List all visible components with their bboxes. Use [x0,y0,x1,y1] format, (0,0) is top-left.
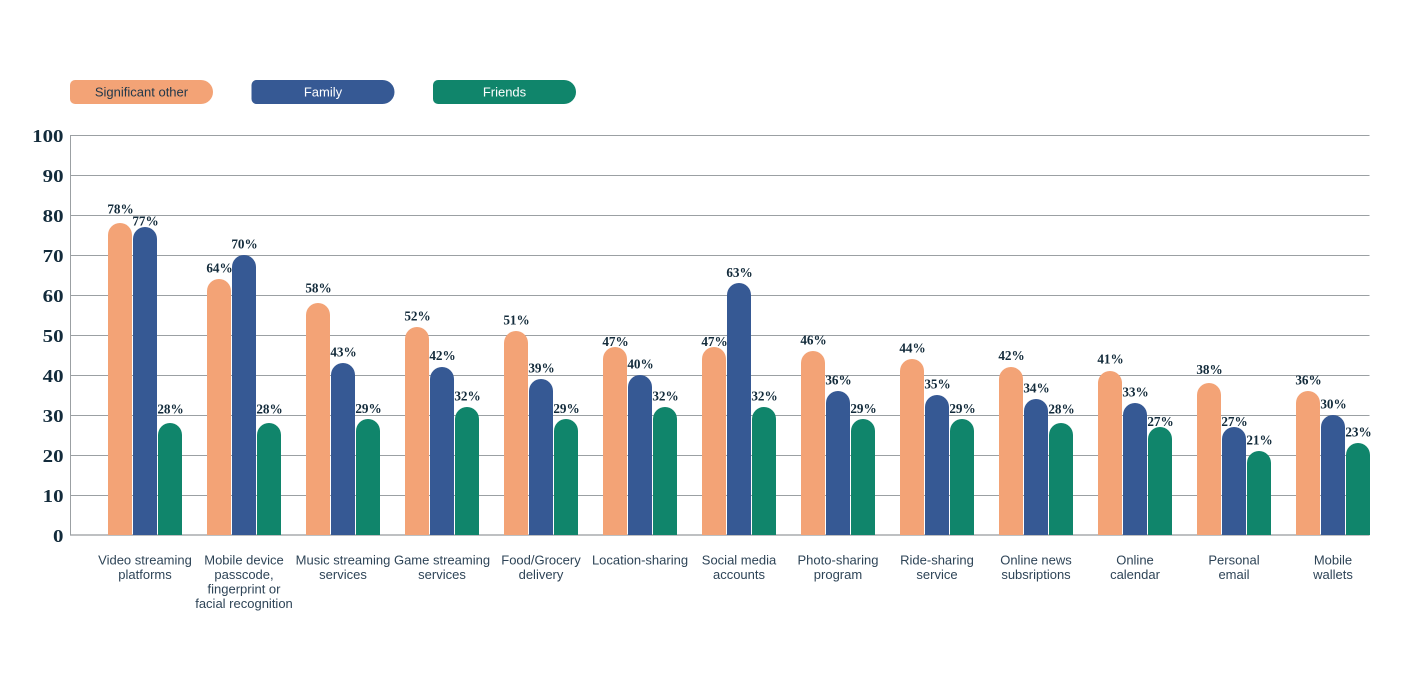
svg-text:28%: 28% [157,402,183,417]
svg-text:58%: 58% [305,281,331,296]
svg-text:39%: 39% [528,361,554,376]
svg-text:Friends: Friends [483,85,527,100]
svg-text:10: 10 [43,487,64,506]
svg-text:44%: 44% [899,341,925,356]
svg-text:63%: 63% [726,265,752,280]
svg-text:34%: 34% [1023,381,1049,396]
svg-text:42%: 42% [998,348,1024,363]
svg-text:Significant other: Significant other [95,85,189,100]
svg-text:35%: 35% [924,377,950,392]
svg-text:100: 100 [32,127,63,146]
svg-text:32%: 32% [652,389,678,404]
svg-text:28%: 28% [256,402,282,417]
svg-text:50: 50 [43,327,64,346]
svg-text:47%: 47% [701,334,727,349]
svg-text:46%: 46% [800,333,826,348]
svg-text:40: 40 [43,367,64,386]
svg-text:32%: 32% [751,389,777,404]
svg-text:21%: 21% [1246,433,1272,448]
svg-text:70%: 70% [231,237,257,252]
svg-text:30: 30 [43,407,64,426]
svg-text:29%: 29% [355,401,381,416]
svg-text:30%: 30% [1320,397,1346,412]
svg-text:70: 70 [43,247,64,266]
svg-text:29%: 29% [949,401,975,416]
svg-text:60: 60 [43,287,64,306]
svg-text:36%: 36% [825,373,851,388]
svg-text:77%: 77% [132,214,158,229]
svg-text:23%: 23% [1345,425,1371,440]
svg-text:41%: 41% [1097,352,1123,367]
svg-text:29%: 29% [850,401,876,416]
svg-text:27%: 27% [1147,414,1173,429]
svg-text:Location-sharing: Location-sharing [592,553,688,568]
svg-text:32%: 32% [454,389,480,404]
svg-text:43%: 43% [330,345,356,360]
svg-text:42%: 42% [429,348,455,363]
svg-text:52%: 52% [404,309,430,324]
svg-text:51%: 51% [503,313,529,328]
svg-text:20: 20 [43,447,64,466]
svg-text:40%: 40% [627,357,653,372]
svg-text:33%: 33% [1122,385,1148,400]
svg-text:47%: 47% [602,334,628,349]
svg-text:28%: 28% [1048,402,1074,417]
svg-text:27%: 27% [1221,414,1247,429]
svg-text:78%: 78% [107,202,133,217]
svg-text:Family: Family [304,85,343,100]
svg-text:36%: 36% [1295,373,1321,388]
svg-text:80: 80 [43,207,64,226]
svg-text:0: 0 [53,527,63,546]
svg-text:64%: 64% [206,261,232,276]
svg-text:29%: 29% [553,401,579,416]
svg-text:38%: 38% [1196,362,1222,377]
svg-text:90: 90 [43,167,64,186]
